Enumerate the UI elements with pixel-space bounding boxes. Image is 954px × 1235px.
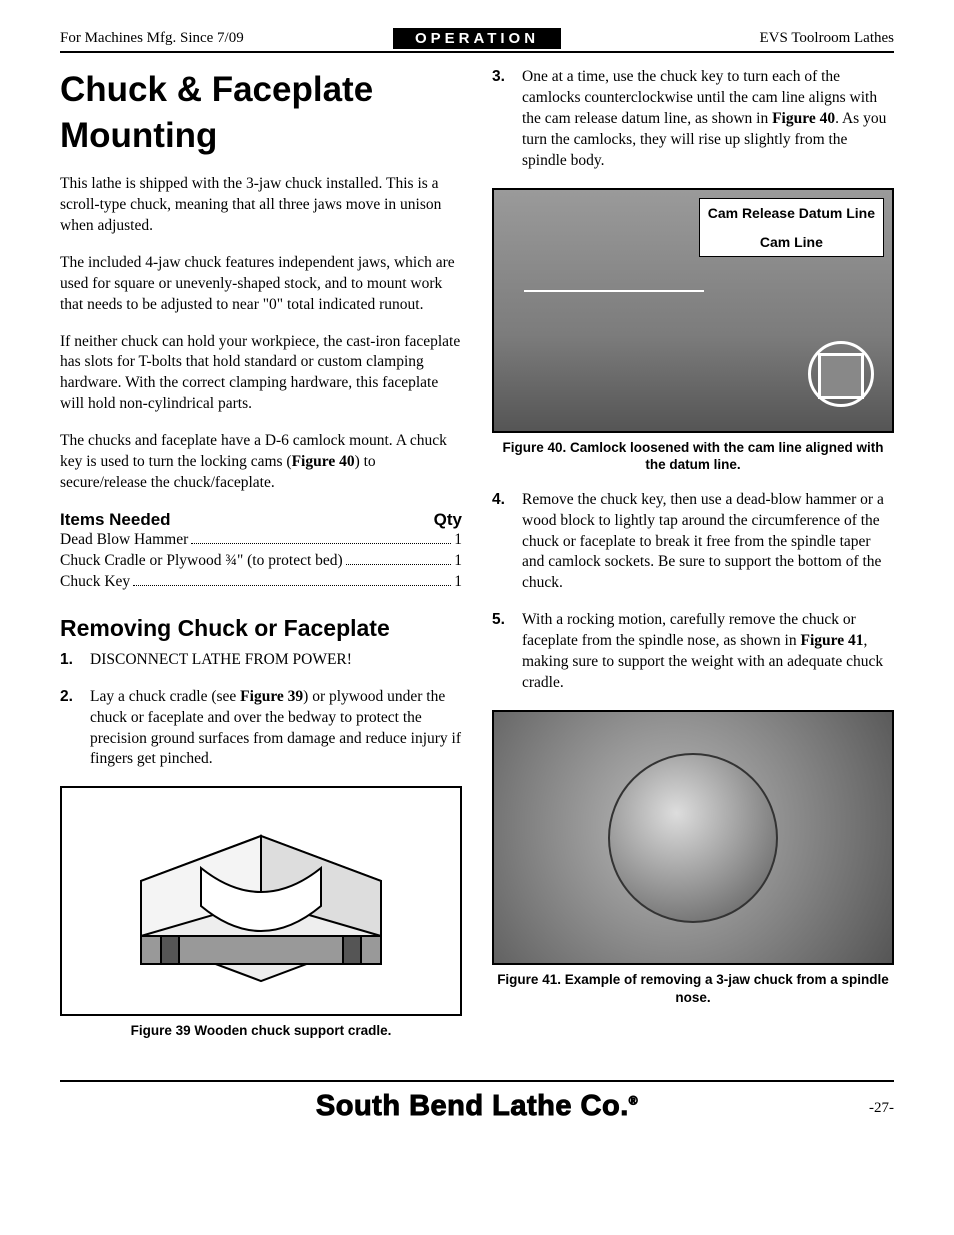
figure-41-caption: Figure 41. Example of removing a 3-jaw c… xyxy=(492,971,894,1006)
intro-p3: If neither chuck can hold your workpiece… xyxy=(60,332,462,416)
item-qty: 1 xyxy=(454,572,462,593)
step-5: 5. With a rocking motion, carefully remo… xyxy=(492,610,894,694)
steps-right-top: 3. One at a time, use the chuck key to t… xyxy=(492,67,894,172)
step-body: One at a time, use the chuck key to turn… xyxy=(522,67,894,172)
page-number: -27- xyxy=(869,1100,894,1117)
chuck-photo-icon xyxy=(608,753,778,923)
fig40-label-2: Cam Line xyxy=(708,233,875,252)
step-2: 2. Lay a chuck cradle (see Figure 39) or… xyxy=(60,687,462,771)
item-dots xyxy=(133,572,451,586)
step-num: 1. xyxy=(60,650,90,671)
step-body: Lay a chuck cradle (see Figure 39) or pl… xyxy=(90,687,462,771)
figure-40-caption: Figure 40. Camlock loosened with the cam… xyxy=(492,439,894,474)
intro-p4-ref: Figure 40 xyxy=(292,453,355,470)
steps-right-mid: 4. Remove the chuck key, then use a dead… xyxy=(492,490,894,694)
registered-icon: ® xyxy=(629,1093,638,1107)
item-row: Dead Blow Hammer 1 xyxy=(60,530,462,551)
step-ref: Figure 39 xyxy=(240,688,303,705)
cradle-illustration-icon xyxy=(111,806,411,996)
figure-40-labels: Cam Release Datum Line Cam Line xyxy=(699,198,884,258)
figure-40-image: Cam Release Datum Line Cam Line xyxy=(492,188,894,433)
figure-41-image xyxy=(492,710,894,965)
item-dots xyxy=(191,530,451,544)
header-center: OPERATION xyxy=(393,28,561,49)
intro-p2: The included 4-jaw chuck features indepe… xyxy=(60,253,462,316)
content-columns: Chuck & Faceplate Mounting This lathe is… xyxy=(60,67,894,1056)
items-header-left: Items Needed xyxy=(60,510,171,530)
footer-brand-text: South Bend Lathe Co. xyxy=(316,1090,629,1122)
intro-p4-pre: The chucks and faceplate have a D-6 caml… xyxy=(60,432,447,470)
item-label: Chuck Key xyxy=(60,572,130,593)
figure-39-image xyxy=(60,786,462,1016)
page-title: Chuck & Faceplate Mounting xyxy=(60,67,462,158)
steps-left: 1. DISCONNECT LATHE FROM POWER! 2. Lay a… xyxy=(60,650,462,771)
item-label: Chuck Cradle or Plywood ¾" (to protect b… xyxy=(60,551,343,572)
left-column: Chuck & Faceplate Mounting This lathe is… xyxy=(60,67,462,1056)
header-bar: For Machines Mfg. Since 7/09 OPERATION E… xyxy=(60,28,894,53)
step-num: 5. xyxy=(492,610,522,694)
page-footer: South Bend Lathe Co.® -27- xyxy=(60,1080,894,1130)
step-body: Remove the chuck key, then use a dead-bl… xyxy=(522,490,894,595)
step-num: 3. xyxy=(492,67,522,172)
callout-line-icon xyxy=(524,290,704,292)
camlock-square-icon xyxy=(818,353,864,399)
removing-heading: Removing Chuck or Faceplate xyxy=(60,615,462,642)
items-header-right: Qty xyxy=(434,510,462,530)
step-body: With a rocking motion, carefully remove … xyxy=(522,610,894,694)
item-qty: 1 xyxy=(454,551,462,572)
fig40-label-1: Cam Release Datum Line xyxy=(708,204,875,223)
step-pre: Lay a chuck cradle (see xyxy=(90,688,240,705)
step-4: 4. Remove the chuck key, then use a dead… xyxy=(492,490,894,595)
figure-39: Figure 39 Wooden chuck support cradle. xyxy=(60,786,462,1040)
step-3: 3. One at a time, use the chuck key to t… xyxy=(492,67,894,172)
header-left: For Machines Mfg. Since 7/09 xyxy=(60,30,393,47)
items-header: Items Needed Qty xyxy=(60,510,462,530)
figure-39-caption: Figure 39 Wooden chuck support cradle. xyxy=(60,1022,462,1040)
header-right: EVS Toolroom Lathes xyxy=(561,30,894,47)
footer-brand: South Bend Lathe Co.® xyxy=(60,1090,894,1123)
item-qty: 1 xyxy=(454,530,462,551)
step-1: 1. DISCONNECT LATHE FROM POWER! xyxy=(60,650,462,671)
right-column: 3. One at a time, use the chuck key to t… xyxy=(492,67,894,1056)
step-ref: Figure 41 xyxy=(801,632,864,649)
figure-41: Figure 41. Example of removing a 3-jaw c… xyxy=(492,710,894,1006)
step-body: DISCONNECT LATHE FROM POWER! xyxy=(90,650,462,671)
item-row: Chuck Key 1 xyxy=(60,572,462,593)
item-label: Dead Blow Hammer xyxy=(60,530,188,551)
item-row: Chuck Cradle or Plywood ¾" (to protect b… xyxy=(60,551,462,572)
step-num: 2. xyxy=(60,687,90,771)
item-dots xyxy=(346,551,452,565)
items-list: Dead Blow Hammer 1 Chuck Cradle or Plywo… xyxy=(60,530,462,593)
intro-p1: This lathe is shipped with the 3-jaw chu… xyxy=(60,174,462,237)
intro-p4: The chucks and faceplate have a D-6 caml… xyxy=(60,431,462,494)
step-ref: Figure 40 xyxy=(772,110,835,127)
step-num: 4. xyxy=(492,490,522,595)
figure-40: Cam Release Datum Line Cam Line Figure 4… xyxy=(492,188,894,474)
